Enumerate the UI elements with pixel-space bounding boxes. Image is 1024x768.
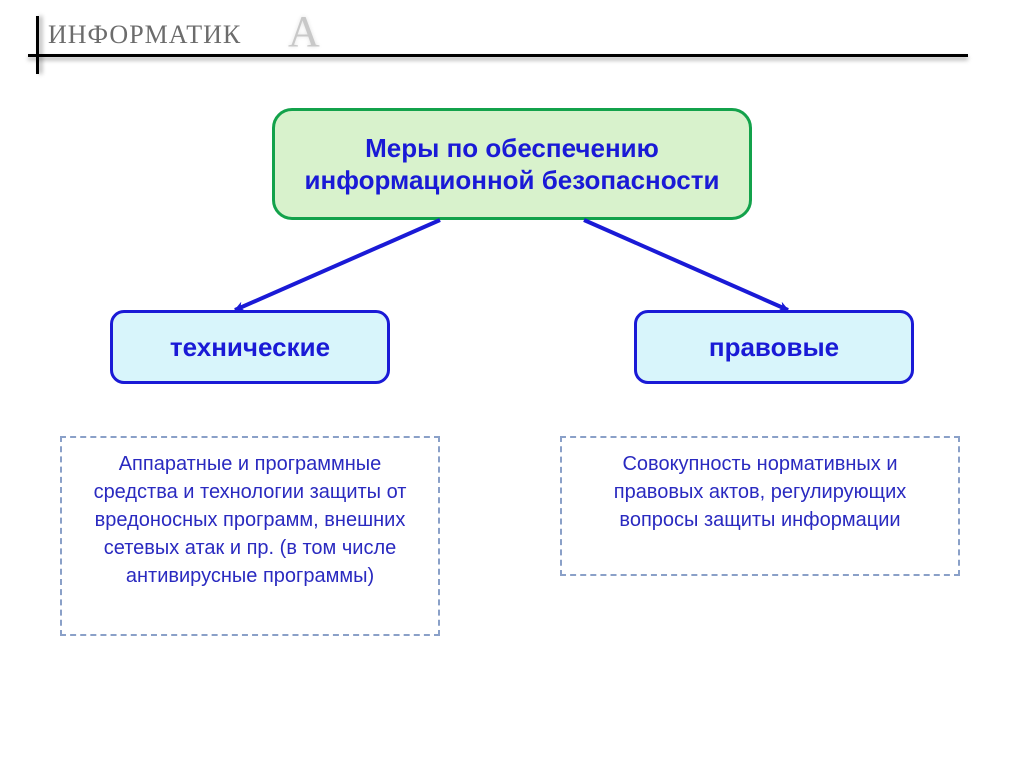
arrow-to-legal xyxy=(584,220,788,310)
child-node-legal-label: правовые xyxy=(709,331,839,364)
desc-legal-text: Совокупность нормативных и правовых акто… xyxy=(614,453,907,531)
root-node-label: Меры по обеспечению информационной безоп… xyxy=(295,132,729,197)
header-rule-vertical xyxy=(36,16,39,74)
logo-text: ИНФОРМАТИК xyxy=(48,20,241,50)
slide-stage: ИНФОРМАТИК А Меры по обеспечению информа… xyxy=(0,0,1024,768)
child-node-technical: технические xyxy=(110,310,390,384)
child-node-technical-label: технические xyxy=(170,331,330,364)
logo-suffix: А xyxy=(288,6,320,57)
arrow-to-technical xyxy=(235,220,440,310)
root-node: Меры по обеспечению информационной безоп… xyxy=(272,108,752,220)
desc-technical: Аппаратные и программные средства и техн… xyxy=(60,436,440,636)
child-node-legal: правовые xyxy=(634,310,914,384)
desc-technical-text: Аппаратные и программные средства и техн… xyxy=(94,453,407,587)
header-rule-horizontal xyxy=(28,54,968,57)
desc-legal: Совокупность нормативных и правовых акто… xyxy=(560,436,960,576)
